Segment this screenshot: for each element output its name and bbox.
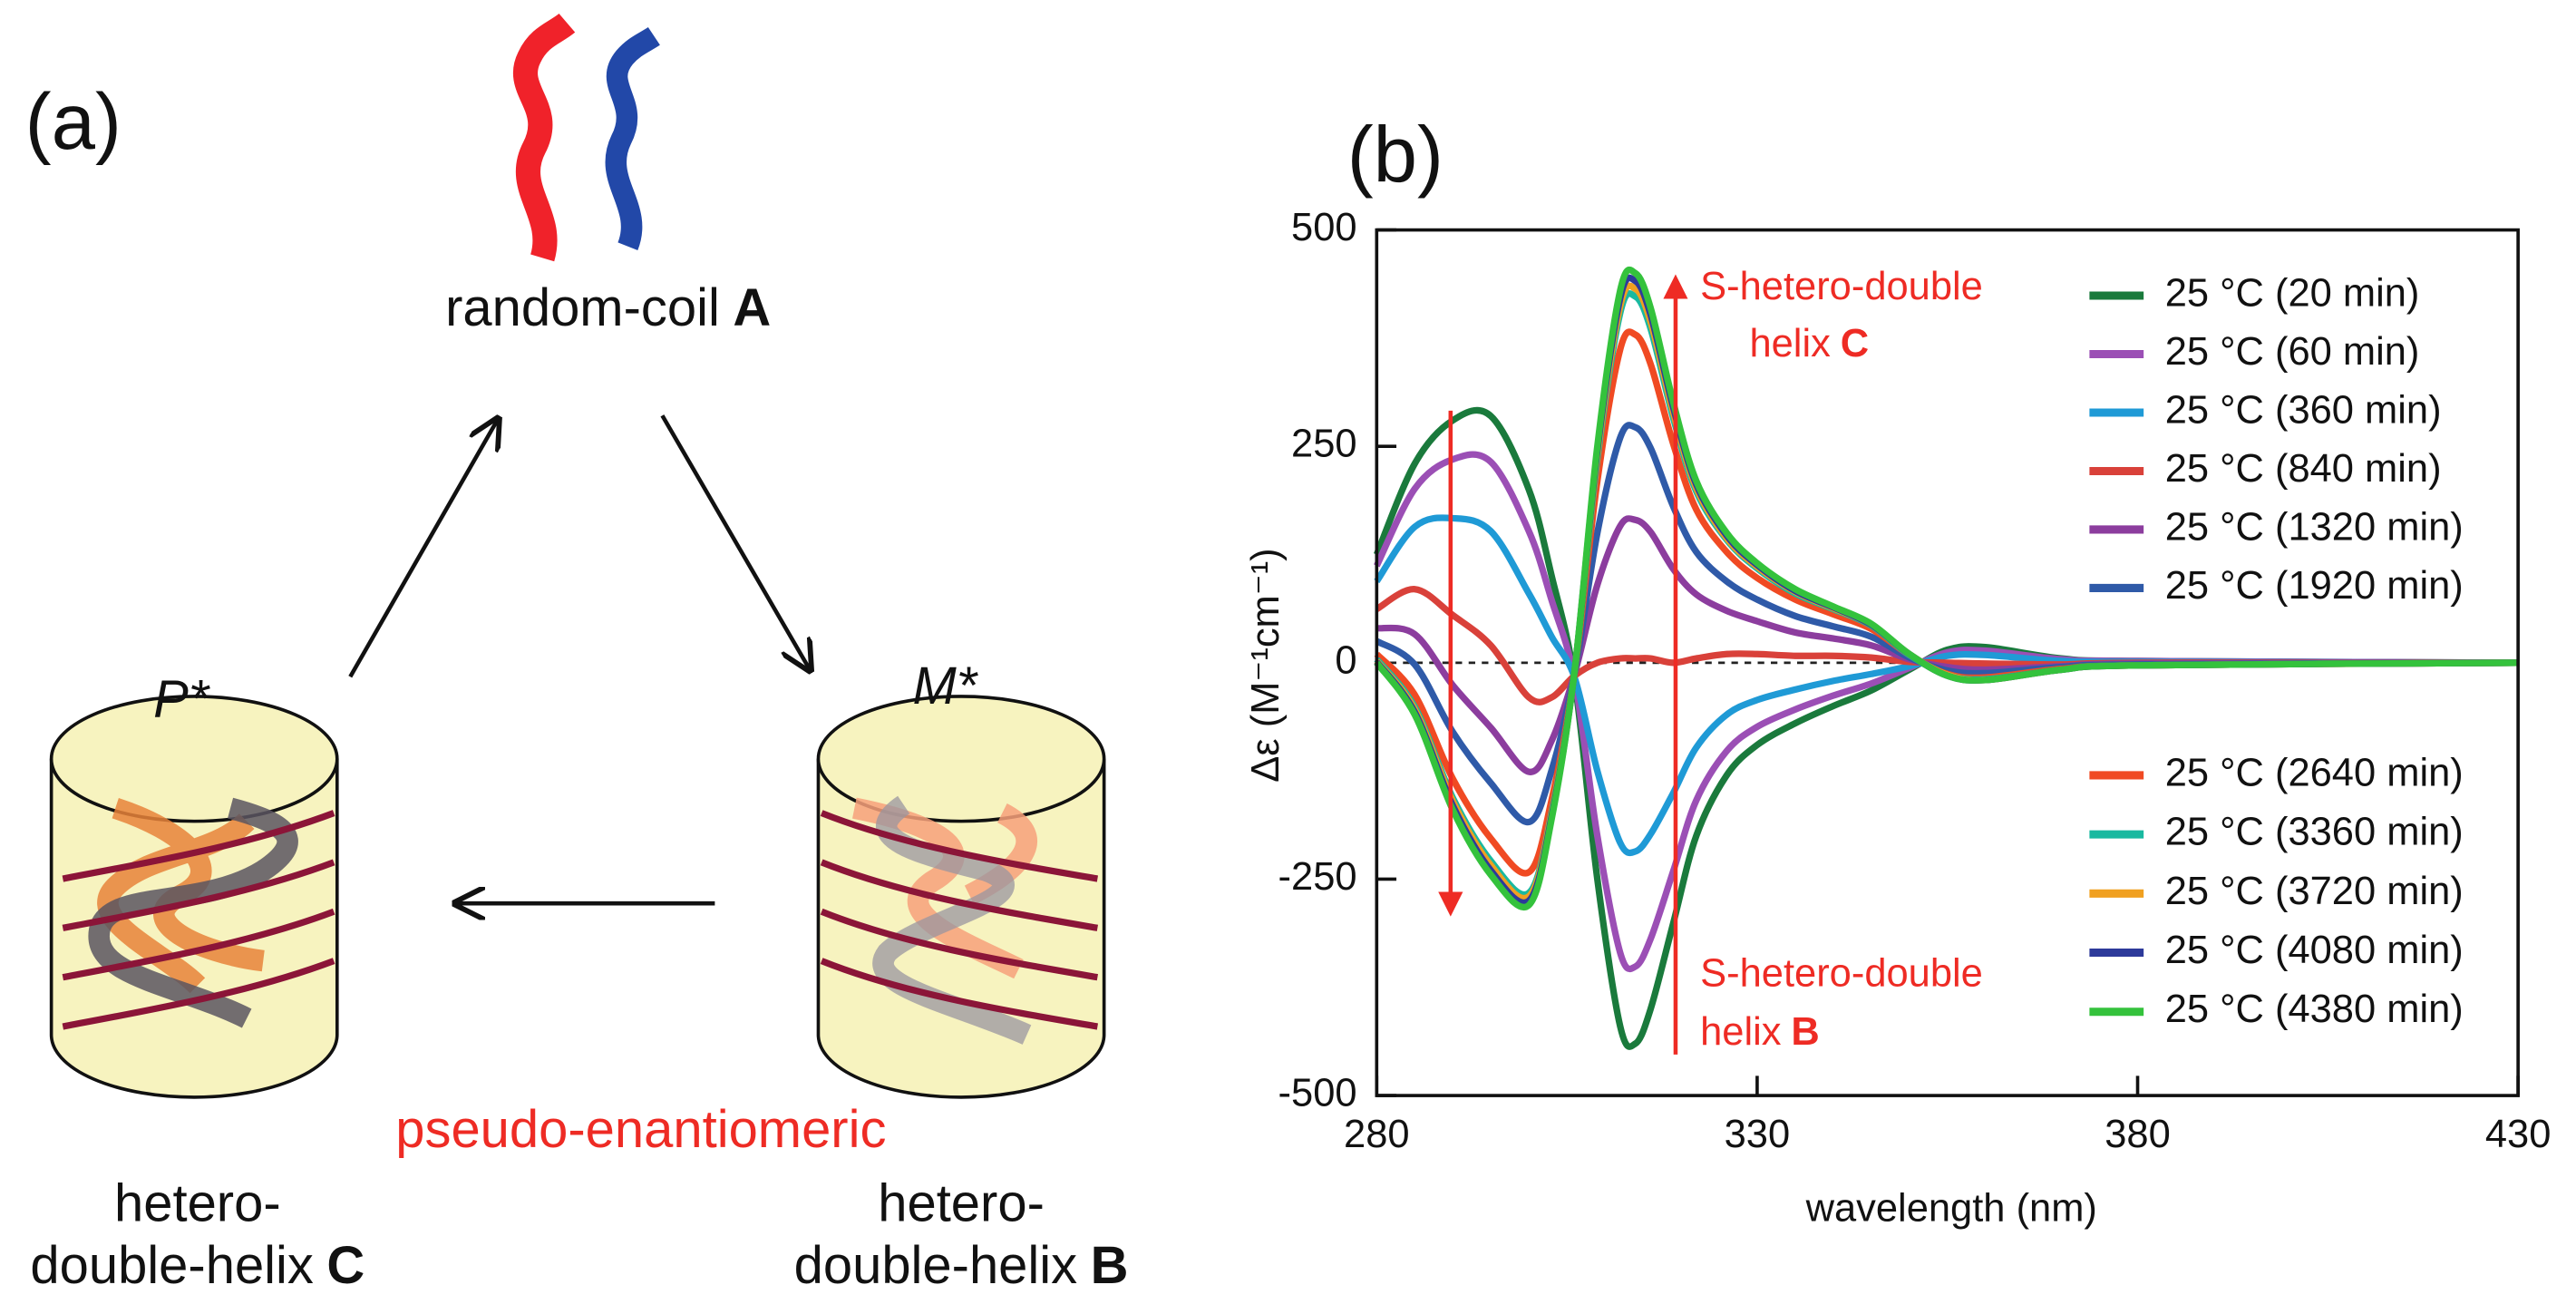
y-tick-label: 500: [1291, 206, 1357, 249]
cylinder-left: [49, 695, 339, 1099]
legend-label: 25 °C (60 min): [2165, 330, 2420, 374]
random-coil-label: random-coil A: [445, 279, 771, 337]
legend-label: 25 °C (4080 min): [2165, 929, 2464, 972]
panel-label: (a): [25, 78, 122, 166]
plot-frame: [1375, 228, 2520, 1097]
panel-a: (a) random-coil A P* M* pseudo-enantiomer…: [25, 13, 1129, 1295]
annotation-text: helix: [1700, 1011, 1782, 1055]
plot: -500 -250 0 250 500 280 330 380 430 25 °C (20 min…: [1278, 206, 2552, 1156]
arrow: [348, 419, 498, 678]
x-tick-label: 380: [2105, 1113, 2171, 1156]
series-line: [1375, 586, 2519, 706]
arrow: [660, 414, 810, 670]
legend-label: 25 °C (1320 min): [2165, 505, 2464, 549]
series-line: [1374, 514, 2519, 857]
x-tick-label: 430: [2485, 1113, 2552, 1156]
legend-label: 25 °C (840 min): [2165, 447, 2442, 491]
y-tick-label: -500: [1278, 1072, 1357, 1115]
label-bold: B: [1091, 1237, 1129, 1295]
label-text: double-helix: [30, 1237, 314, 1295]
helix-label: double-helix C: [30, 1237, 365, 1295]
y-tick-label: 250: [1291, 423, 1357, 466]
annotation: S-hetero-double: [1700, 951, 1983, 995]
series-line: [1374, 266, 2519, 910]
label-text: random-coil: [445, 279, 720, 337]
legend-label: 25 °C (2640 min): [2165, 751, 2464, 794]
y-tick-label: -250: [1278, 855, 1357, 899]
legend-label: 25 °C (3720 min): [2165, 870, 2464, 913]
handedness: P*: [153, 671, 211, 729]
y-tick-label: 0: [1335, 638, 1356, 682]
panel-label: (b): [1347, 111, 1444, 199]
relation-label: pseudo-enantiomeric: [395, 1101, 886, 1159]
legend-label: 25 °C (360 min): [2165, 388, 2442, 432]
helix-label: hetero-: [114, 1175, 281, 1233]
legend-label: 25 °C (4380 min): [2165, 988, 2464, 1031]
blue-strand: [605, 26, 660, 251]
x-axis-title: wavelength (nm): [1805, 1186, 2097, 1230]
annotation-bold: B: [1791, 1011, 1819, 1055]
legend-label: 25 °C (1920 min): [2165, 564, 2464, 608]
helix-label: double-helix B: [794, 1237, 1129, 1295]
series-line: [1375, 422, 2519, 826]
red-strand: [512, 13, 576, 262]
annotation-bold: C: [1841, 323, 1869, 366]
legend-label: 25 °C (3360 min): [2165, 811, 2464, 854]
series-line: [1374, 451, 2519, 973]
annotation-text: helix: [1749, 323, 1831, 366]
cylinder-right: [816, 695, 1106, 1099]
y-axis-title: Δε (M⁻¹cm⁻¹): [1244, 548, 1288, 782]
annotation: helix B: [1700, 1011, 1820, 1055]
annotation: helix C: [1749, 323, 1869, 366]
legend-label: 25 °C (20 min): [2165, 272, 2420, 316]
x-tick-label: 280: [1344, 1113, 1410, 1156]
label-bold: C: [326, 1237, 365, 1295]
x-tick-label: 330: [1725, 1113, 1791, 1156]
label-bold: A: [733, 279, 771, 337]
handedness: M*: [913, 657, 979, 715]
label-text: double-helix: [794, 1237, 1078, 1295]
helix-label: hetero-: [878, 1175, 1045, 1233]
annotation: S-hetero-double: [1700, 265, 1983, 308]
